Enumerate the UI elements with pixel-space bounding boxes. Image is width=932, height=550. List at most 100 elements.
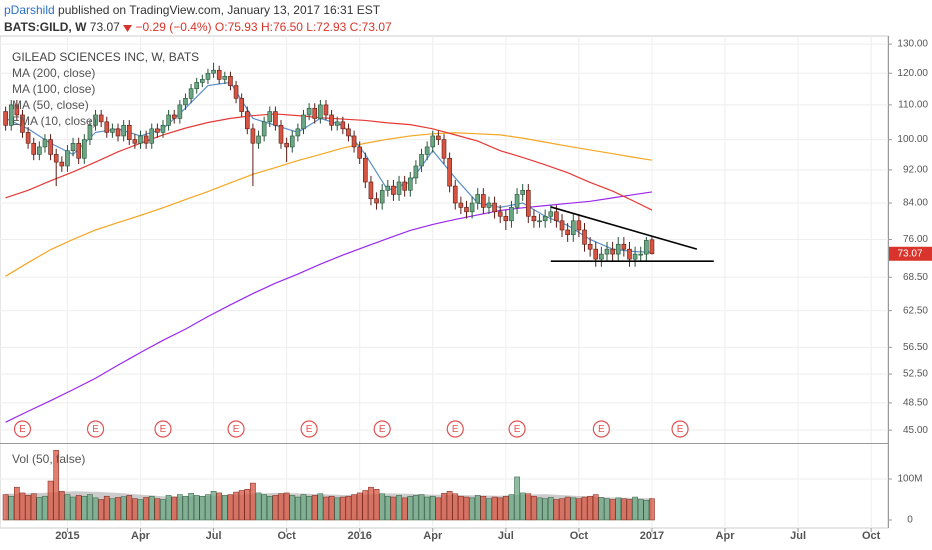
- candle-body: [492, 202, 497, 213]
- volume-bar: [317, 493, 324, 521]
- price-tag-label: 73.07: [897, 248, 922, 259]
- volume-bar: [132, 498, 138, 521]
- candle-body: [216, 69, 222, 80]
- volume-bar: [469, 497, 475, 521]
- candle-body: [3, 111, 8, 126]
- x-tick-label: Apr: [716, 530, 736, 542]
- candle-body: [194, 82, 200, 90]
- candle-body: [278, 125, 284, 144]
- candle-body: [250, 128, 256, 144]
- volume-bar: [587, 495, 593, 521]
- moving-average: [5, 113, 653, 211]
- x-tick-label: Apr: [423, 530, 443, 542]
- volume-bar: [463, 496, 470, 521]
- y-tick-label: 48.50: [903, 398, 928, 409]
- earnings-label: E: [160, 424, 167, 435]
- volume-bar: [620, 498, 627, 521]
- x-tick-label: Jul: [206, 530, 222, 542]
- volume-bar: [373, 488, 380, 521]
- x-tick-label: Jul: [790, 530, 806, 542]
- volume-bar: [300, 494, 307, 521]
- candle-body: [548, 211, 554, 217]
- volume-bar: [103, 495, 110, 521]
- volume-bar: [109, 498, 116, 521]
- moving-average: [5, 81, 652, 253]
- volume-bar: [609, 499, 616, 521]
- candle-body: [379, 189, 385, 204]
- earnings-label: E: [306, 424, 313, 435]
- candle-body: [37, 146, 42, 155]
- candle-body: [93, 114, 98, 126]
- earnings-label: E: [379, 424, 386, 435]
- volume-bar: [345, 495, 352, 521]
- candle-body: [166, 114, 171, 126]
- candle-body: [200, 79, 205, 83]
- x-tick-label: Oct: [862, 530, 881, 542]
- candle-body: [267, 111, 273, 123]
- volume-bar: [435, 497, 442, 521]
- earnings-label: E: [92, 424, 99, 435]
- candle-body: [559, 220, 565, 231]
- earnings-marker: [446, 420, 464, 438]
- volume-bar: [233, 491, 239, 521]
- volume-bar: [311, 495, 318, 521]
- quote-line: BATS:GILD, W 73.07 −0.29 (−0.4%) O:75.93…: [4, 19, 392, 36]
- earnings-label: E: [514, 424, 521, 435]
- volume-bar: [92, 497, 99, 521]
- candle-body: [363, 157, 368, 183]
- volume-bar: [154, 498, 161, 521]
- volume-bar: [115, 497, 121, 521]
- volume-bar: [182, 495, 189, 521]
- candle-body: [436, 135, 441, 140]
- volume-bar: [480, 495, 487, 521]
- volume-bar: [81, 495, 88, 521]
- legend-entry: MA (200, close): [12, 66, 95, 80]
- volume-bar: [261, 494, 268, 521]
- volume-bar: [401, 497, 408, 521]
- candle-body: [284, 142, 289, 148]
- chart-title: GILEAD SCIENCES INC, W, BATS: [12, 50, 199, 64]
- candle-body: [554, 211, 559, 222]
- volume-bar: [47, 480, 54, 521]
- candle-body: [621, 243, 627, 250]
- volume-bar: [559, 498, 565, 521]
- volume-bar: [75, 495, 82, 521]
- candle-body: [239, 98, 244, 112]
- candle-body: [126, 125, 132, 140]
- candle-body: [188, 88, 194, 99]
- candle-body: [582, 229, 587, 245]
- down-arrow: [123, 24, 133, 32]
- candle-body: [177, 104, 183, 119]
- candle-body: [351, 135, 357, 148]
- volume-bar: [356, 492, 363, 521]
- volume-bar: [632, 496, 638, 521]
- candle-body: [110, 128, 115, 133]
- volume-bar: [514, 476, 520, 521]
- candle-body: [391, 185, 396, 195]
- candle-body: [8, 104, 14, 126]
- volume-bar: [553, 499, 560, 521]
- volume-bar: [306, 495, 312, 521]
- y-tick-label: 0: [907, 515, 913, 526]
- y-tick-label: 120.00: [897, 68, 928, 79]
- x-tick-label: Jul: [498, 530, 514, 542]
- volume-bar: [98, 499, 105, 521]
- volume-bar: [58, 491, 65, 521]
- y-tick-label: 45.00: [903, 425, 928, 436]
- trendline: [550, 206, 698, 250]
- earnings-label: E: [233, 424, 240, 435]
- earnings-label: E: [452, 424, 459, 435]
- y-tick-label: 100M: [897, 474, 922, 485]
- volume-bar: [238, 490, 245, 521]
- volume-bar: [87, 494, 93, 521]
- candle-body: [542, 215, 548, 222]
- candle-body: [132, 139, 138, 144]
- candle-body: [53, 154, 59, 163]
- volume-bar: [272, 495, 279, 521]
- candle-body: [520, 189, 525, 195]
- y-tick-label: 52.50: [903, 369, 928, 380]
- volume-bar: [30, 493, 37, 521]
- volume-bar: [14, 486, 20, 521]
- volume-bar: [531, 495, 537, 521]
